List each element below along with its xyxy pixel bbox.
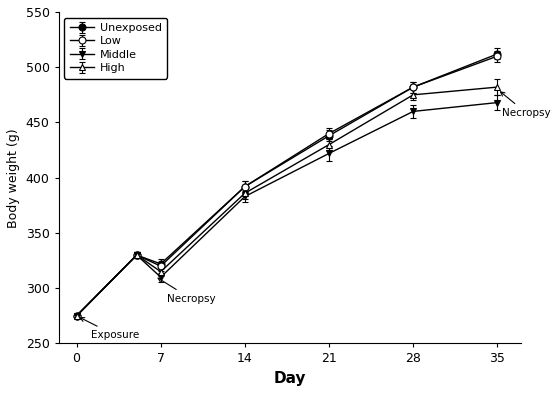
Legend: Unexposed, Low, Middle, High: Unexposed, Low, Middle, High (64, 18, 167, 79)
Text: Necropsy: Necropsy (500, 92, 551, 118)
Text: Necropsy: Necropsy (158, 278, 215, 304)
Text: Exposure: Exposure (80, 318, 139, 340)
X-axis label: Day: Day (274, 371, 306, 386)
Y-axis label: Body weight (g): Body weight (g) (7, 128, 20, 228)
